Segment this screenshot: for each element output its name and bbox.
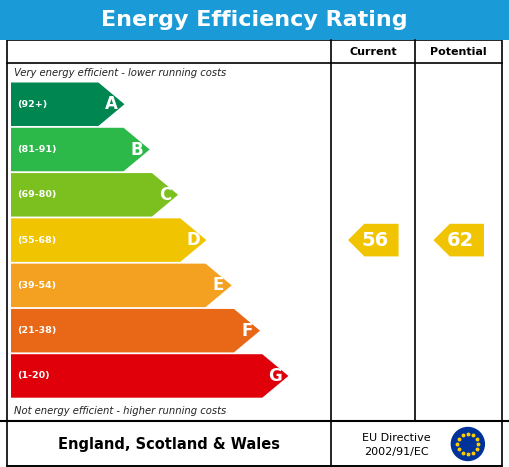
Text: 2002/91/EC: 2002/91/EC [364, 447, 429, 457]
Polygon shape [11, 219, 207, 262]
Bar [7, 40, 502, 421]
Polygon shape [11, 309, 260, 353]
Bar [0, 0, 509, 40]
Text: (81-91): (81-91) [17, 145, 56, 154]
Polygon shape [11, 354, 289, 398]
Text: EU Directive: EU Directive [362, 433, 431, 444]
Text: Potential: Potential [431, 47, 487, 57]
Text: Very energy efficient - lower running costs: Very energy efficient - lower running co… [14, 68, 226, 78]
Text: (39-54): (39-54) [17, 281, 56, 290]
Polygon shape [11, 83, 125, 126]
Text: D: D [186, 231, 200, 249]
Polygon shape [434, 224, 484, 256]
Text: (69-80): (69-80) [17, 191, 56, 199]
Text: E: E [213, 276, 224, 294]
Text: Not energy efficient - higher running costs: Not energy efficient - higher running co… [14, 406, 226, 416]
Text: A: A [105, 95, 118, 113]
Polygon shape [11, 128, 150, 171]
Text: (92+): (92+) [17, 100, 47, 109]
Text: (21-38): (21-38) [17, 326, 56, 335]
Polygon shape [11, 264, 232, 307]
Text: Current: Current [350, 47, 397, 57]
Polygon shape [348, 224, 399, 256]
Text: Energy Efficiency Rating: Energy Efficiency Rating [101, 10, 408, 30]
Text: (1-20): (1-20) [17, 371, 49, 381]
Text: F: F [241, 322, 252, 340]
Bar [7, 421, 502, 466]
Text: England, Scotland & Wales: England, Scotland & Wales [58, 437, 280, 452]
Text: G: G [268, 367, 282, 385]
Text: 56: 56 [361, 231, 388, 249]
Circle shape [451, 427, 485, 460]
Text: C: C [159, 186, 171, 204]
Bar [0, 421, 509, 467]
Text: B: B [130, 141, 143, 158]
Text: 62: 62 [447, 231, 474, 249]
Text: (55-68): (55-68) [17, 235, 56, 245]
Polygon shape [11, 173, 178, 217]
